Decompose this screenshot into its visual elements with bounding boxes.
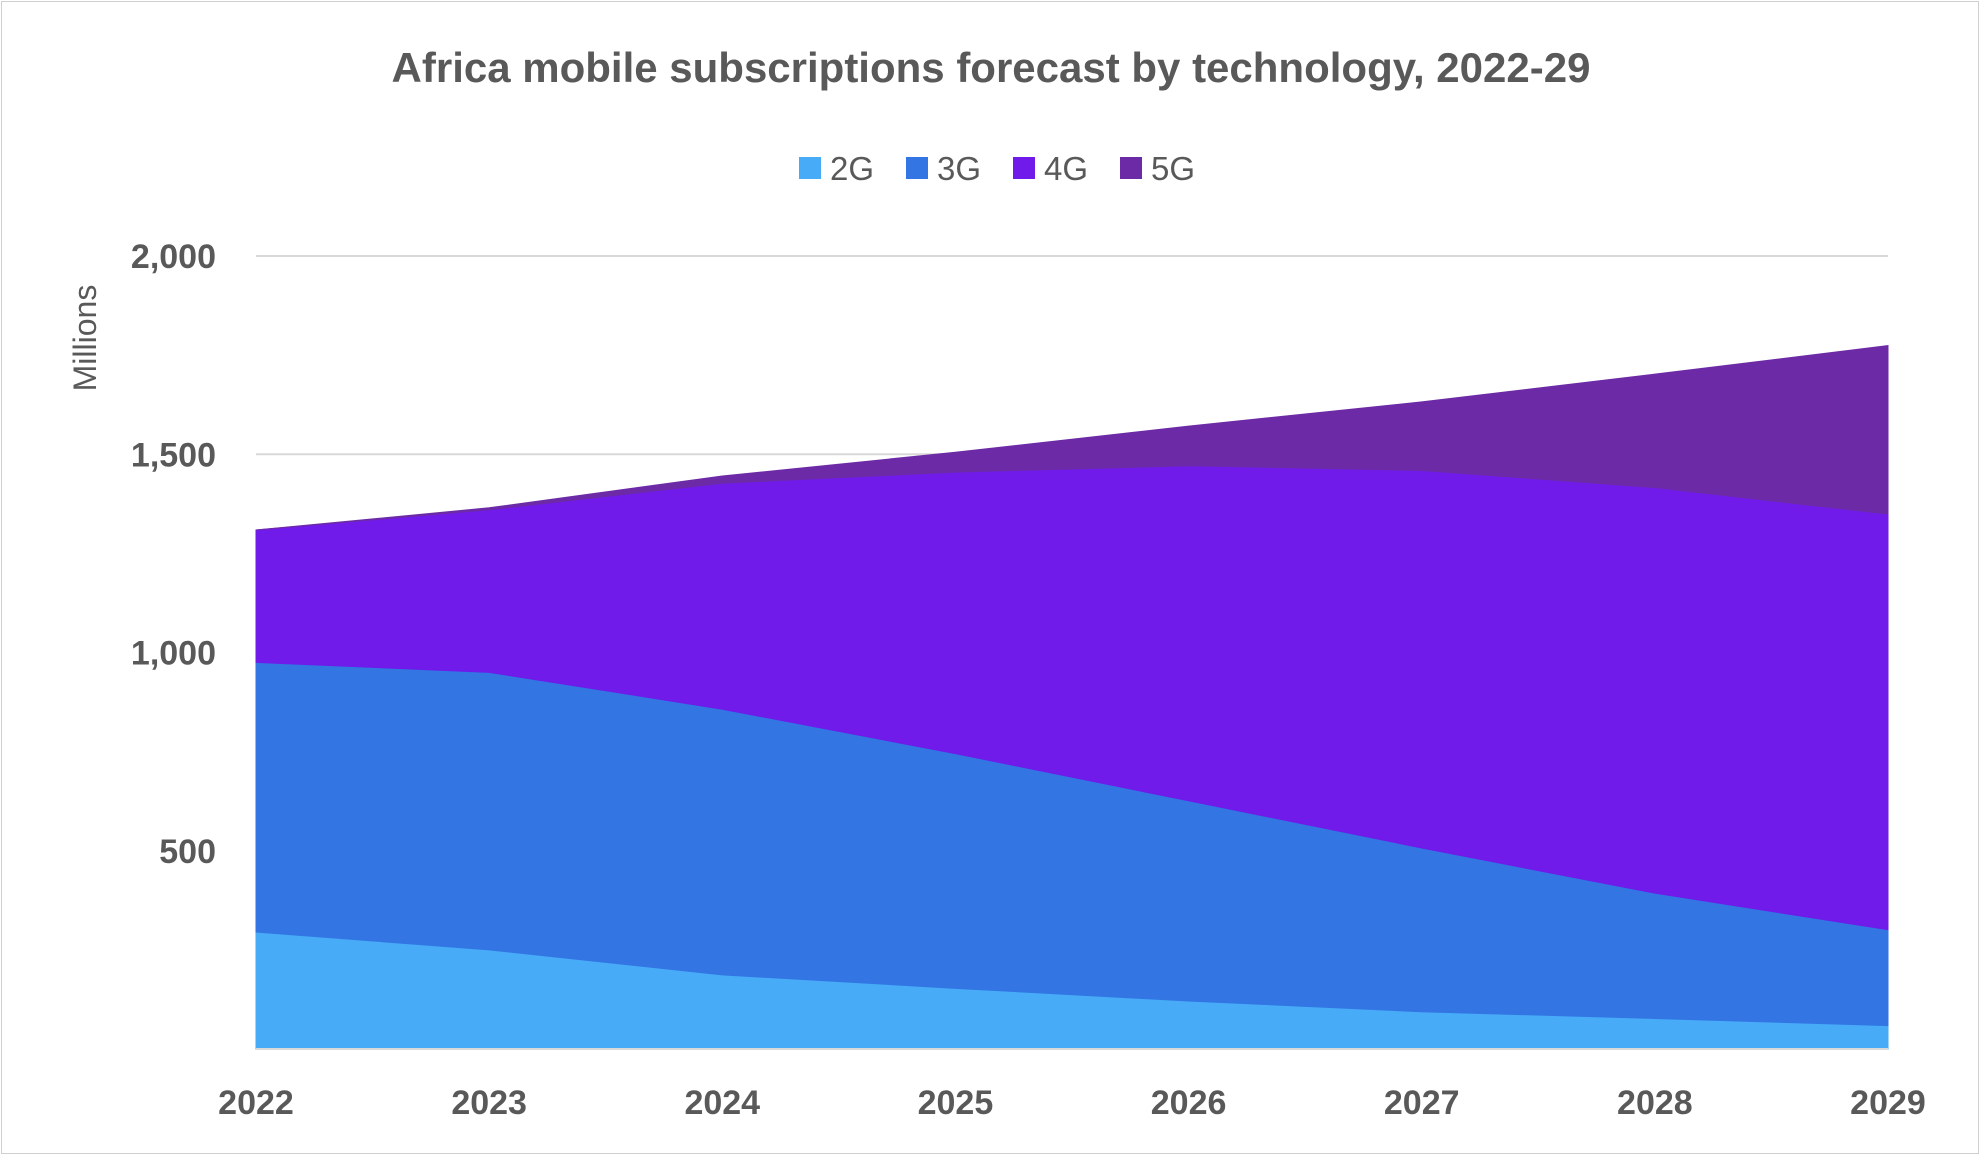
legend-swatch bbox=[906, 157, 928, 179]
x-tick-label: 2028 bbox=[1617, 1084, 1693, 1122]
legend-label: 4G bbox=[1044, 150, 1088, 187]
x-tick-label: 2027 bbox=[1384, 1084, 1460, 1122]
legend: 2G 3G 4G 5G bbox=[799, 150, 1195, 187]
x-tick-label: 2025 bbox=[918, 1084, 994, 1122]
legend-label: 2G bbox=[830, 150, 874, 187]
y-axis-label: Millions bbox=[67, 285, 103, 392]
legend-item-3g: 3G bbox=[906, 150, 981, 187]
x-tick-label: 2024 bbox=[684, 1084, 760, 1122]
area-5g bbox=[255, 345, 1889, 531]
legend-label: 5G bbox=[1151, 150, 1195, 187]
legend-item-4g: 4G bbox=[1013, 150, 1088, 187]
x-tick-label: 2029 bbox=[1850, 1084, 1926, 1122]
x-tick-label: 2022 bbox=[218, 1084, 294, 1122]
y-tick-label: 500 bbox=[159, 833, 216, 871]
y-tick-label: 1,500 bbox=[131, 436, 216, 474]
x-tick-label: 2023 bbox=[451, 1084, 527, 1122]
legend-label: 3G bbox=[937, 150, 981, 187]
legend-swatch bbox=[1120, 157, 1142, 179]
y-tick-label: 1,000 bbox=[131, 635, 216, 673]
y-axis-ticks: 500 1,000 1,500 2,000 bbox=[131, 238, 216, 871]
x-axis-ticks: 2022 2023 2024 2025 2026 2027 2028 2029 bbox=[218, 1084, 1926, 1122]
legend-swatch bbox=[1013, 157, 1035, 179]
y-tick-label: 2,000 bbox=[131, 238, 216, 276]
legend-swatch bbox=[799, 157, 821, 179]
chart-title: Africa mobile subscriptions forecast by … bbox=[392, 44, 1591, 91]
area-series bbox=[255, 345, 1889, 1050]
legend-item-2g: 2G bbox=[799, 150, 874, 187]
legend-item-5g: 5G bbox=[1120, 150, 1195, 187]
x-tick-label: 2026 bbox=[1151, 1084, 1227, 1122]
